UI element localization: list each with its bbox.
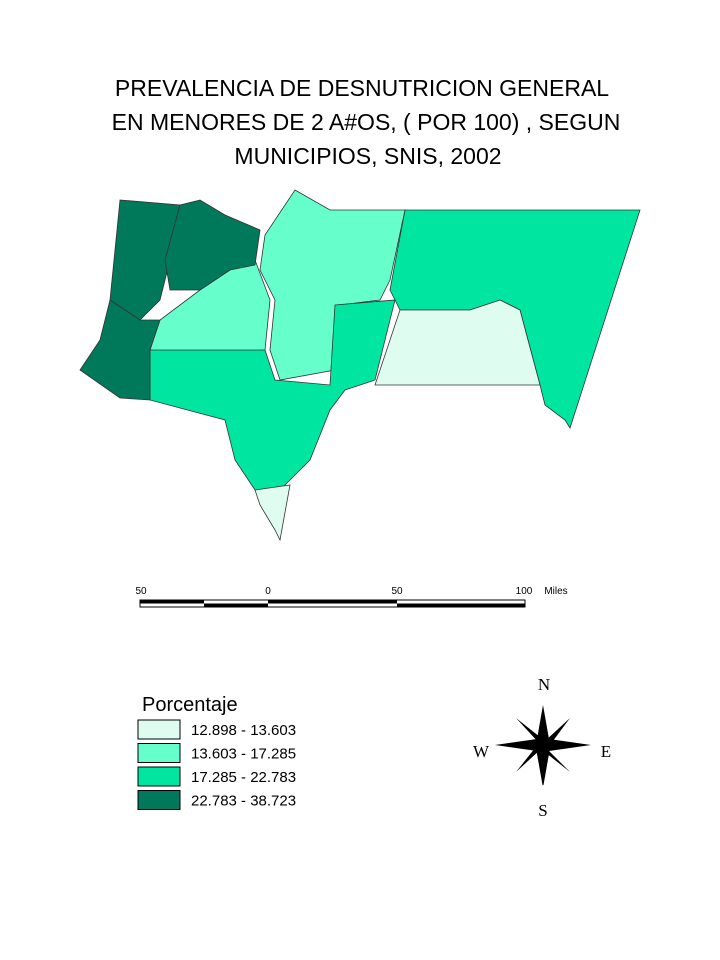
region (149, 299, 396, 491)
title-line: EN MENORES DE 2 A#OS, ( POR 100) , SEGUN (112, 109, 621, 135)
compass-point (543, 718, 570, 749)
legend-swatch (137, 719, 181, 740)
legend-label: 12.898 - 13.603 (191, 722, 296, 739)
compass-point (537, 705, 549, 745)
compass-point (541, 745, 570, 772)
compass-label: S (538, 801, 547, 820)
legend-label: 17.285 - 22.783 (191, 769, 296, 786)
region (164, 199, 261, 291)
compass-point (516, 743, 543, 772)
compass-label: W (473, 742, 490, 761)
region (79, 299, 161, 401)
compass: N W E S (473, 675, 611, 820)
scale-segment (204, 603, 268, 607)
legend-swatch (137, 790, 181, 810)
scale-segment (140, 600, 204, 604)
compass-point (516, 718, 545, 745)
region (374, 299, 541, 386)
compass-point (495, 739, 543, 751)
scale-bar: 50 0 50 100 Miles (135, 586, 568, 608)
scale-label: 50 (135, 586, 147, 597)
title-line: PREVALENCIA DE DESNUTRICION GENERAL (115, 75, 609, 101)
scale-segment (397, 603, 525, 607)
region (254, 484, 291, 542)
compass-label: N (538, 675, 550, 694)
compass-point (543, 739, 591, 751)
legend-swatch (137, 766, 181, 787)
scale-label: 50 (391, 586, 403, 597)
legend: Porcentaje 12.898 - 13.603 13.603 - 17.28… (137, 694, 296, 810)
title-line: MUNICIPIOS, SNIS, 2002 (234, 143, 501, 169)
map (79, 189, 641, 542)
legend-label: 13.603 - 17.285 (191, 746, 296, 763)
compass-label: E (601, 742, 611, 761)
legend-swatch (137, 743, 181, 763)
scale-label: 100 (516, 586, 533, 597)
legend-title: Porcentaje (142, 694, 238, 716)
scale-segment (268, 600, 397, 604)
scale-unit: Miles (544, 586, 567, 597)
legend-label: 22.783 - 38.723 (191, 793, 296, 810)
scale-label: 0 (265, 586, 271, 597)
